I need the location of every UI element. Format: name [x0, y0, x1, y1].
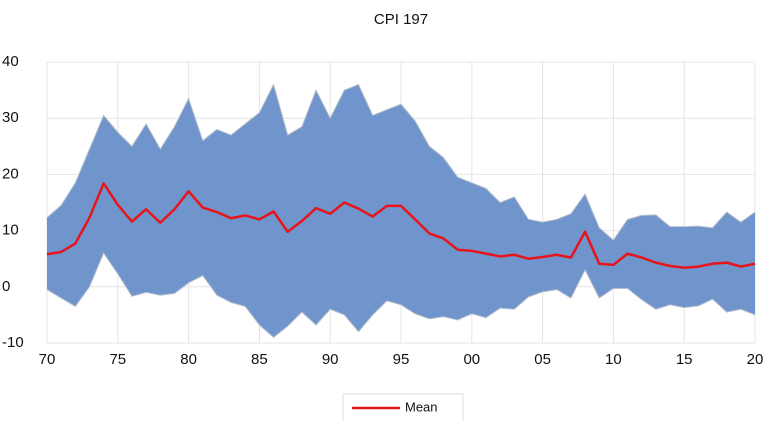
band-area	[47, 84, 755, 338]
x-tick-label: 15	[676, 351, 693, 368]
x-tick-label: 75	[109, 351, 126, 368]
x-tick-label: 05	[534, 351, 551, 368]
y-tick-label: 40	[2, 53, 19, 70]
x-tick-label: 80	[180, 351, 197, 368]
x-tick-label: 85	[251, 351, 268, 368]
x-tick-label: 90	[322, 351, 339, 368]
y-tick-label: 30	[2, 109, 19, 126]
band-lower-edge	[46, 252, 756, 339]
band-upper-edge	[46, 83, 756, 241]
chart-title: CPI 197	[374, 11, 428, 28]
x-tick-label: 00	[463, 351, 480, 368]
y-tick-label: 10	[2, 222, 19, 239]
x-tick-label: 95	[393, 351, 410, 368]
y-tick-label: 20	[2, 165, 19, 182]
x-tick-label: 70	[39, 351, 56, 368]
legend-label: Mean	[405, 399, 438, 414]
x-tick-label: 10	[605, 351, 622, 368]
x-tick-label: 20	[747, 351, 764, 368]
y-tick-label: 0	[2, 278, 10, 295]
mean-line	[46, 182, 756, 269]
y-tick-label: -10	[2, 334, 24, 351]
legend-box	[342, 393, 464, 421]
